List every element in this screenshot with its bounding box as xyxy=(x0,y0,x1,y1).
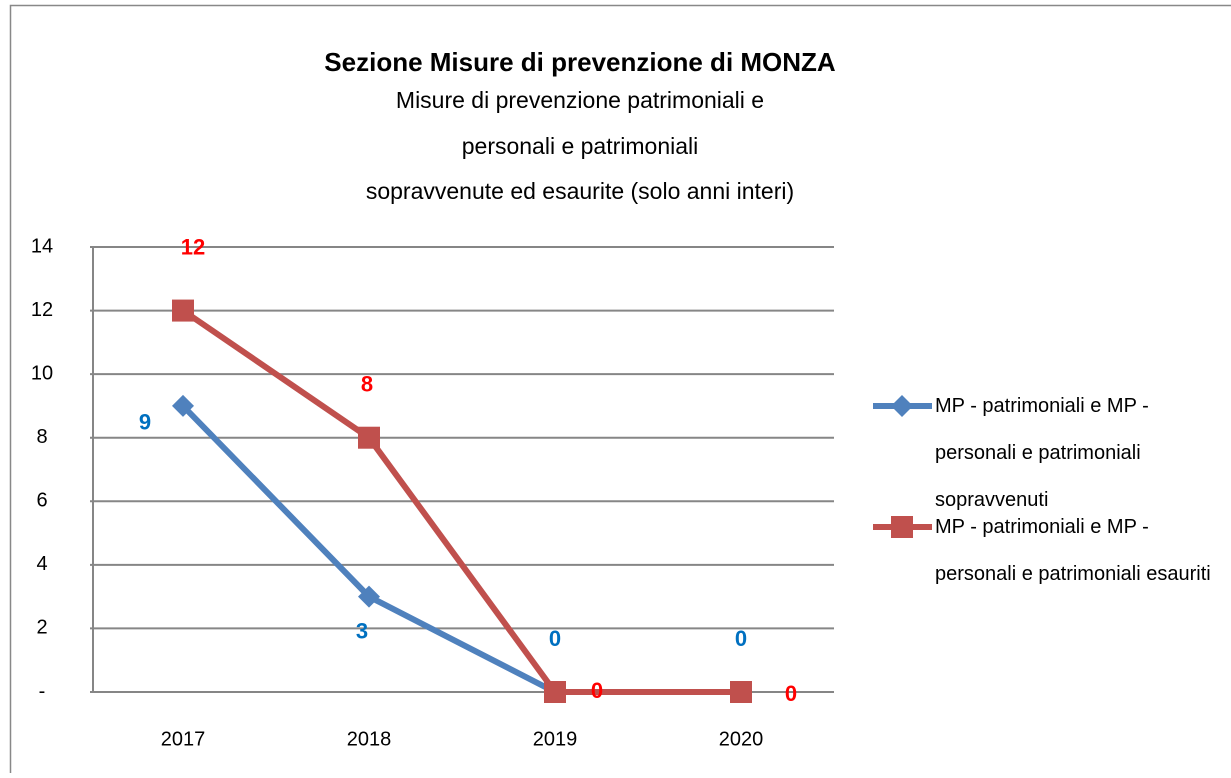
legend-label: MP - patrimoniali e MP - personali e pat… xyxy=(935,504,1215,598)
x-tick-label: 2020 xyxy=(719,728,764,750)
legend-marker xyxy=(891,516,913,538)
x-tick-label: 2019 xyxy=(533,728,578,750)
x-tick-label: 2018 xyxy=(347,728,392,750)
chart-subtitle: Misure di prevenzione patrimoniali e xyxy=(396,87,764,113)
chart-title: Sezione Misure di prevenzione di MONZA xyxy=(324,47,836,77)
y-tick-label: 14 xyxy=(31,235,53,257)
data-label: 8 xyxy=(361,372,373,397)
data-label: 0 xyxy=(785,681,797,706)
data-label: 12 xyxy=(181,234,205,259)
x-tick-label: 2017 xyxy=(161,728,206,750)
y-tick-label: 12 xyxy=(31,299,53,321)
data-label: 3 xyxy=(356,618,368,643)
data-label: 9 xyxy=(139,410,151,435)
data-point xyxy=(358,427,380,449)
chart-subtitle: sopravvenute ed esaurite (solo anni inte… xyxy=(366,178,794,204)
y-tick-label: 10 xyxy=(31,362,53,384)
data-label: 0 xyxy=(735,626,747,651)
y-tick-label: - xyxy=(39,680,46,702)
y-tick-label: 2 xyxy=(36,617,47,639)
data-label: 0 xyxy=(549,626,561,651)
data-point xyxy=(730,681,752,703)
data-point xyxy=(172,300,194,322)
legend-entry: MP - patrimoniali e MP - personali e pat… xyxy=(935,504,1215,654)
data-label: 0 xyxy=(591,678,603,703)
y-tick-label: 6 xyxy=(36,490,47,512)
y-tick-label: 8 xyxy=(36,426,47,448)
y-tick-label: 4 xyxy=(36,553,47,575)
data-point xyxy=(544,681,566,703)
chart-subtitle: personali e patrimoniali xyxy=(462,133,699,159)
legend-label: MP - patrimoniali e MP - personali e pat… xyxy=(935,383,1215,524)
